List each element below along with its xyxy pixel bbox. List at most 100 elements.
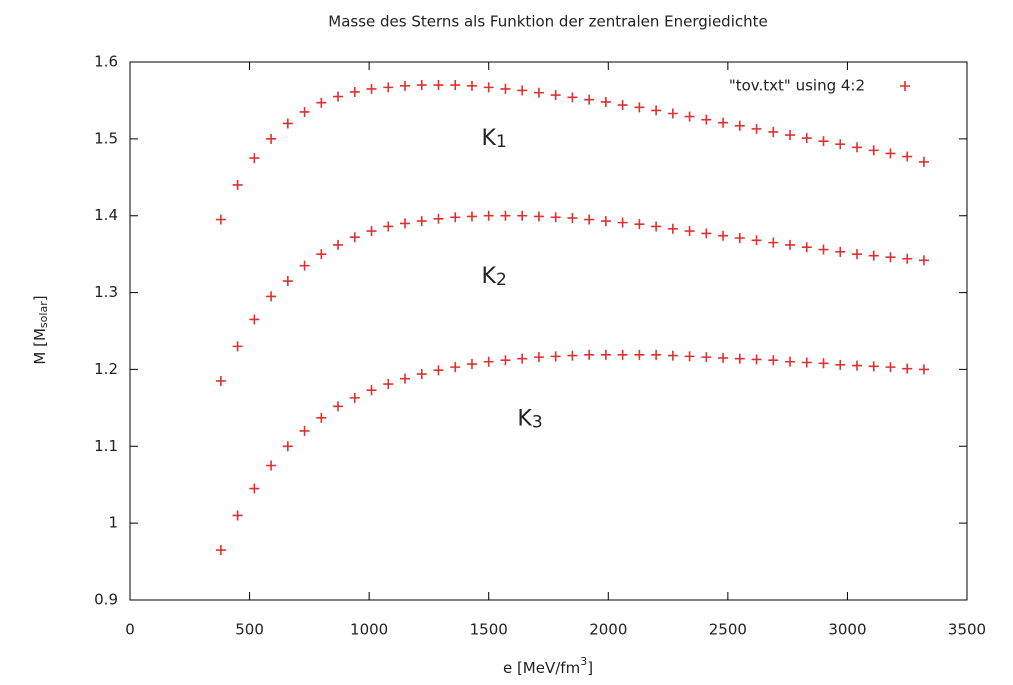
annotation-subscript: 2 [496,270,507,290]
point [617,349,628,360]
point [215,375,226,386]
point [885,252,896,263]
legend-label: "tov.txt" using 4:2 [729,77,865,95]
point [383,221,394,232]
point [533,352,544,363]
point [684,111,695,122]
y-tick-label: 1.5 [94,129,118,147]
point [801,133,812,144]
point [249,483,260,494]
point [550,90,561,101]
y-tick-label: 1.6 [94,53,118,71]
point [416,80,427,91]
x-tick-label: 0 [125,621,135,639]
x-tick-label: 2000 [589,621,627,639]
point [232,179,243,190]
point [433,365,444,376]
point [517,210,528,221]
x-tick-label: 3000 [828,621,866,639]
point [433,80,444,91]
y-tick-label: 1 [108,514,118,532]
point [667,223,678,234]
point [868,145,879,156]
chart-title: Masse des Sterns als Funktion der zentra… [328,13,767,31]
x-tick-label: 2500 [709,621,747,639]
point [584,214,595,225]
point [299,425,310,436]
point [316,412,327,423]
point [567,213,578,224]
point [684,226,695,237]
point [249,153,260,164]
point [232,510,243,521]
point [400,80,411,91]
point [584,349,595,360]
point [349,392,360,403]
point [500,355,511,366]
point [651,221,662,232]
point [785,239,796,250]
point [416,216,427,227]
y-tick-label: 1.4 [94,206,118,224]
point [651,349,662,360]
point [466,359,477,370]
point [667,350,678,361]
point [634,102,645,113]
point [868,361,879,372]
point [366,226,377,237]
point [450,362,461,373]
point [785,356,796,367]
point [400,218,411,229]
point [466,211,477,222]
point [751,235,762,246]
point [868,250,879,261]
point [818,244,829,255]
point [533,211,544,222]
point [785,130,796,141]
point [651,105,662,116]
point [232,341,243,352]
point [383,82,394,93]
point [801,242,812,253]
point [483,210,494,221]
point [550,212,561,223]
legend-marker [900,81,910,91]
point [902,253,913,264]
point [600,349,611,360]
annotation-text: K [482,126,497,151]
point [500,83,511,94]
point [667,108,678,119]
point [701,228,712,239]
point [768,126,779,137]
point [851,142,862,153]
annotation-subscript: 3 [532,412,543,432]
x-axis-label: e [MeV/fm3] [503,655,593,677]
point [918,255,929,266]
point [333,401,344,412]
x-tick-label: 3500 [948,621,986,639]
point [617,217,628,228]
point [751,354,762,365]
y-tick-label: 1.3 [94,283,118,301]
point [818,136,829,147]
y-tick-label: 1.2 [94,360,118,378]
point [918,364,929,375]
point [768,355,779,366]
point [835,359,846,370]
point [734,353,745,364]
point [584,94,595,105]
point [634,219,645,230]
point [517,85,528,96]
point [768,237,779,248]
point [400,373,411,384]
point [282,118,293,129]
point [885,362,896,373]
point [701,114,712,125]
point [902,363,913,374]
point [918,156,929,167]
point [366,385,377,396]
y-tick-label: 0.9 [94,591,118,609]
point [466,80,477,91]
y-tick-label: 1.1 [94,437,118,455]
point [299,106,310,117]
